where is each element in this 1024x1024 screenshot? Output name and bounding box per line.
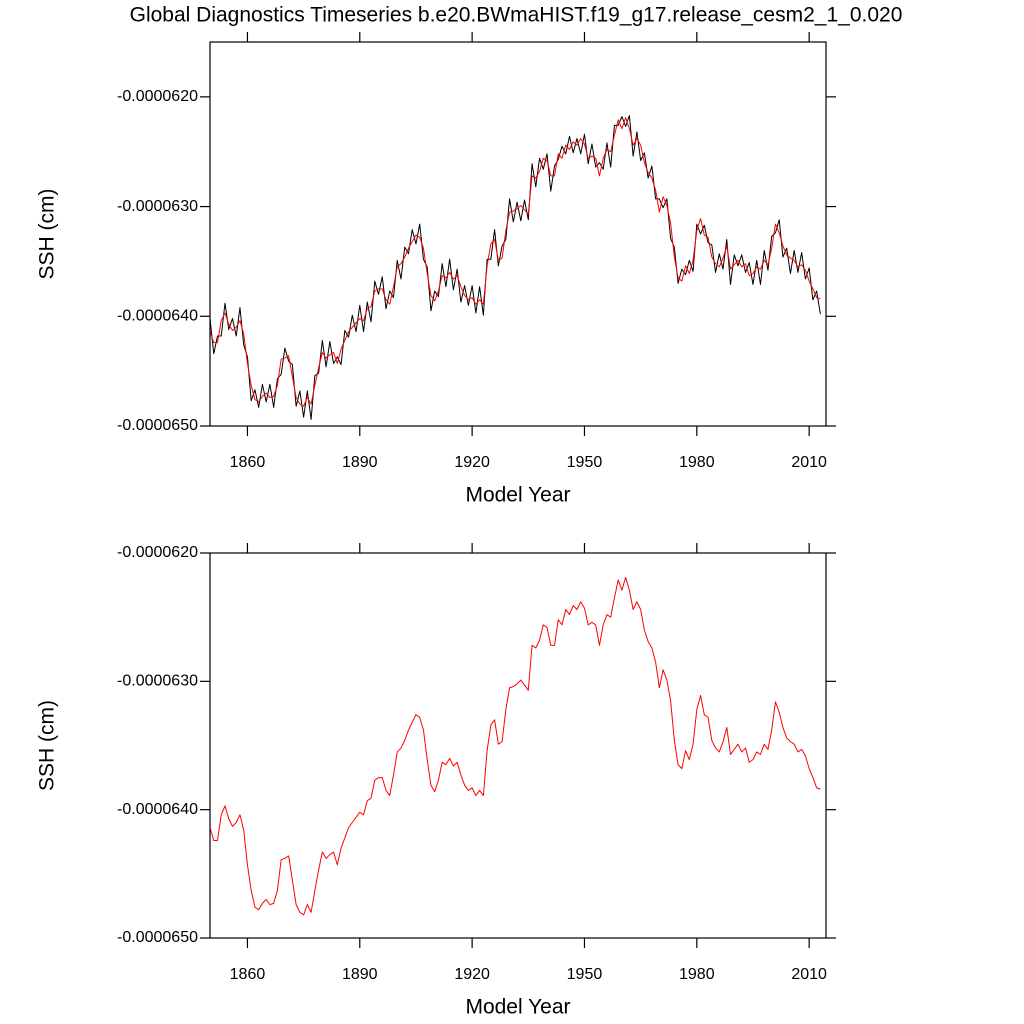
y-tick-label: -0.0000620 [117, 88, 198, 105]
y-tick-label: -0.0000630 [117, 198, 198, 215]
y-tick-label: -0.0000630 [117, 673, 198, 690]
x-tick-label: 1860 [230, 454, 266, 471]
plot-frame [209, 41, 827, 427]
x-axis-label: Model Year [465, 484, 570, 507]
chart-title: Global Diagnostics Timeseries b.e20.BWma… [130, 4, 903, 27]
series-line [209, 576, 821, 916]
x-axis-label: Model Year [465, 996, 570, 1019]
plot-frame [209, 552, 827, 939]
y-tick-label: -0.0000640 [117, 308, 198, 325]
series-line [209, 115, 821, 420]
x-tick-label: 1980 [679, 966, 715, 983]
x-tick-label: 1920 [454, 454, 490, 471]
y-tick-label: -0.0000650 [117, 417, 198, 434]
x-tick-label: 2010 [791, 454, 827, 471]
y-tick-label: -0.0000640 [117, 801, 198, 818]
y-axis-label: SSH (cm) [36, 189, 59, 280]
y-tick-label: -0.0000620 [117, 544, 198, 561]
y-axis-label: SSH (cm) [36, 700, 59, 791]
x-tick-label: 1950 [567, 966, 603, 983]
y-tick-label: -0.0000650 [117, 929, 198, 946]
x-tick-label: 1950 [567, 454, 603, 471]
series-line [209, 117, 821, 407]
x-tick-label: 1890 [342, 454, 378, 471]
x-tick-label: 1890 [342, 966, 378, 983]
x-tick-label: 2010 [791, 966, 827, 983]
x-tick-label: 1920 [454, 966, 490, 983]
x-tick-label: 1980 [679, 454, 715, 471]
x-tick-label: 1860 [230, 966, 266, 983]
